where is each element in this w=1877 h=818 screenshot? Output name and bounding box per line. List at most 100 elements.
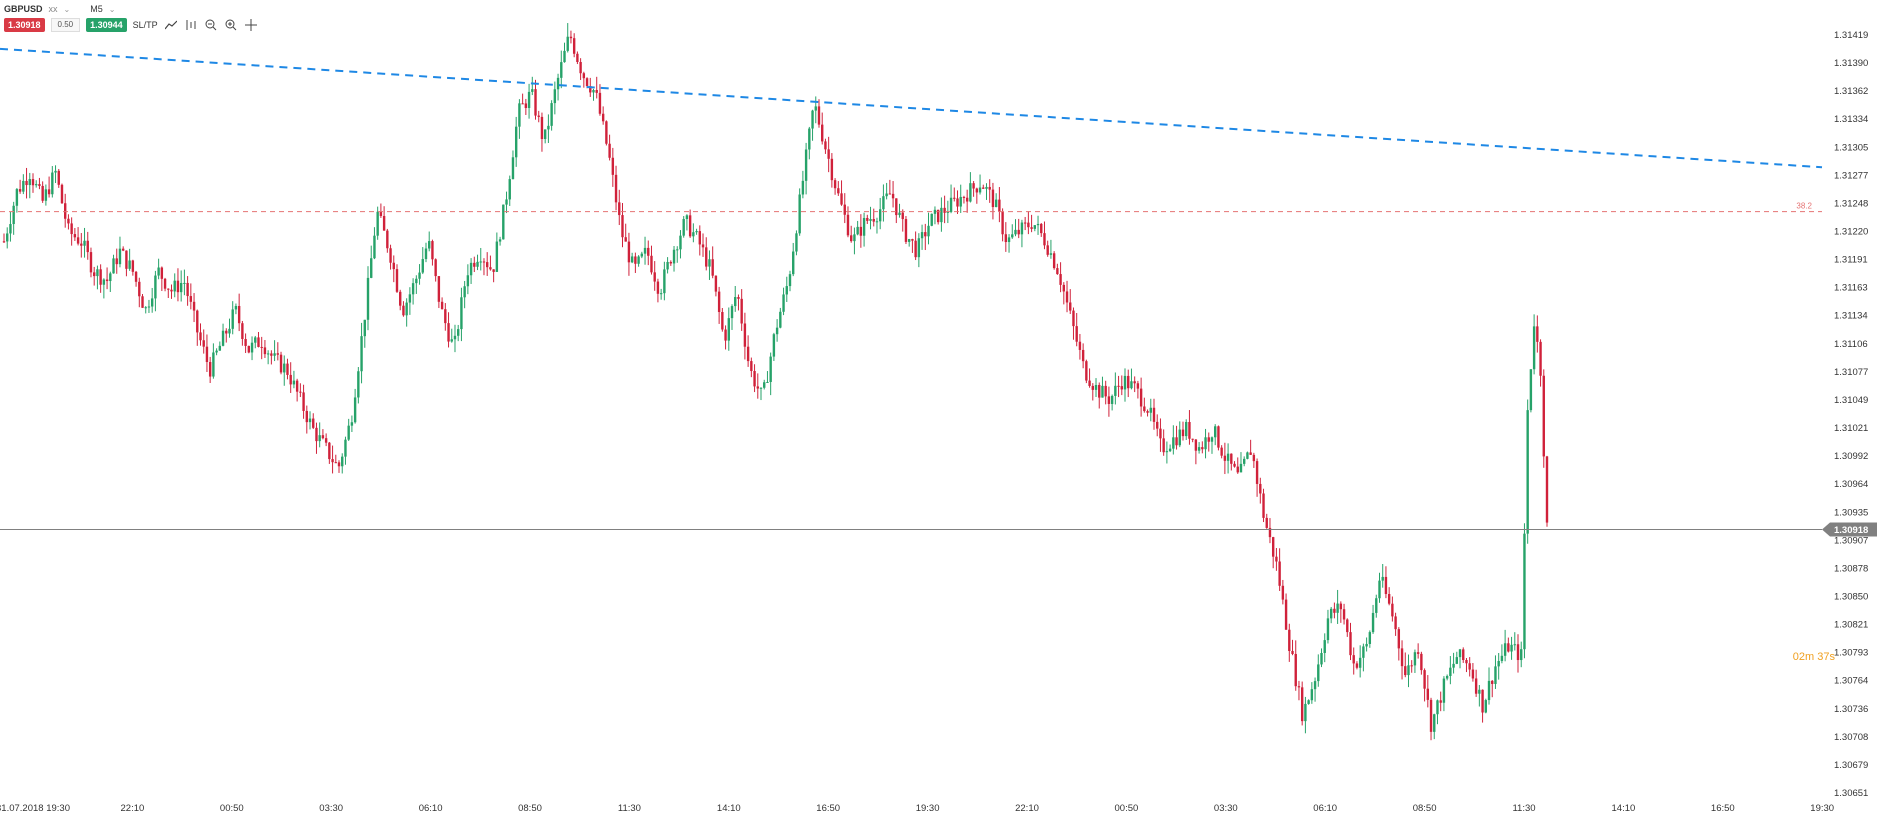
candle-body: [724, 329, 727, 341]
candle-body: [1371, 612, 1375, 633]
candle-body: [1094, 384, 1098, 390]
candle-body: [196, 310, 199, 333]
candle-body: [878, 209, 882, 222]
candle-body: [1191, 438, 1194, 440]
candle-body: [640, 253, 644, 257]
candle-body: [650, 255, 653, 273]
candle-body: [756, 386, 759, 389]
candle-body: [1365, 643, 1368, 647]
candle-body: [711, 259, 714, 276]
candle-body: [1339, 603, 1343, 610]
candle-body: [1384, 576, 1388, 594]
candle-body: [25, 180, 28, 186]
candle-body: [308, 418, 312, 423]
x-axis: 31.07.2018 19:30 22:10 00:50 03:30 06:10 08:5…: [0, 803, 1834, 814]
indicators-icon[interactable]: [184, 18, 198, 32]
candle-body: [370, 258, 373, 278]
candle-body: [44, 189, 48, 201]
buy-button[interactable]: 1.30944: [86, 18, 127, 32]
chevron-down-icon[interactable]: ⌄: [63, 4, 71, 14]
chevron-down-icon[interactable]: ⌄: [108, 4, 116, 14]
candle-body: [1117, 385, 1120, 387]
candle-body: [1017, 229, 1020, 235]
candle-body: [1252, 454, 1256, 462]
current-price-label: 1.30918: [1834, 525, 1868, 536]
candle-body: [495, 241, 499, 272]
candle-body: [1078, 341, 1082, 350]
candle-body: [772, 334, 776, 357]
y-tick-label: 1.31220: [1834, 227, 1868, 238]
candle-body: [750, 361, 753, 371]
candle-body: [28, 179, 31, 186]
candle-body: [1085, 361, 1088, 381]
x-tick-label: 19:30: [1810, 803, 1834, 814]
candle-body: [1181, 429, 1185, 437]
zoom-in-icon[interactable]: [224, 18, 238, 32]
candle-body: [572, 38, 576, 54]
candle-body: [379, 211, 383, 216]
candle-body: [1313, 681, 1317, 690]
candle-body: [514, 126, 518, 158]
candle-body: [1394, 616, 1397, 630]
candle-body: [1046, 245, 1049, 255]
candle-body: [1072, 310, 1075, 327]
candle-body: [244, 339, 247, 346]
x-tick-label: 14:10: [717, 803, 741, 814]
candle-body: [914, 240, 917, 258]
lot-size-input[interactable]: 0.50: [50, 18, 81, 32]
candle-body: [717, 291, 721, 313]
candle-body: [1139, 388, 1143, 407]
candle-body: [1420, 653, 1423, 671]
candle-body: [978, 187, 982, 193]
candle-body: [814, 106, 817, 111]
candle-body: [360, 336, 363, 372]
candle-body: [347, 425, 350, 440]
sell-button[interactable]: 1.30918: [4, 18, 45, 32]
candle-body: [543, 129, 547, 139]
y-tick-label: 1.30850: [1834, 591, 1868, 602]
candle-body: [1059, 274, 1062, 285]
candle-body: [1168, 448, 1172, 452]
candle-body: [99, 269, 102, 285]
candle-body: [727, 318, 730, 341]
candle-body: [163, 278, 167, 289]
candle-body: [1468, 663, 1471, 670]
candle-body: [150, 298, 154, 307]
timeframe-select[interactable]: M5: [90, 4, 103, 14]
candle-body: [1481, 689, 1484, 713]
candle-body: [1165, 451, 1169, 453]
candle-body: [1539, 341, 1542, 376]
candle-body: [341, 456, 344, 467]
crosshair-icon[interactable]: [244, 18, 258, 32]
candle-body: [215, 350, 218, 353]
zoom-out-icon[interactable]: [204, 18, 218, 32]
candle-body: [817, 106, 821, 125]
candle-body: [283, 363, 286, 373]
candle-body: [949, 197, 953, 212]
chart-toolbar: GBPUSD xx ⌄ M5 ⌄ 1.30918 0.50 1.30944 SL…: [0, 0, 1820, 34]
symbol-name[interactable]: GBPUSD: [4, 4, 43, 14]
candle-body: [505, 199, 508, 205]
candle-body: [540, 116, 544, 139]
candle-body: [679, 235, 682, 250]
candle-body: [1036, 223, 1040, 226]
candle-body: [469, 262, 473, 276]
candle-body: [76, 237, 80, 244]
candle-body: [714, 275, 718, 292]
candle-body: [1030, 227, 1033, 229]
candle-body: [157, 267, 160, 276]
candle-body: [1378, 580, 1381, 599]
candle-body: [295, 380, 299, 392]
candle-body: [357, 371, 360, 398]
candle-body: [653, 272, 656, 282]
sltp-button[interactable]: SL/TP: [132, 20, 158, 30]
candle-body: [898, 212, 901, 216]
candle-body: [1246, 452, 1249, 459]
candle-body: [1062, 284, 1066, 292]
candle-body: [1242, 458, 1246, 464]
candle-body: [428, 241, 431, 249]
line-chart-icon[interactable]: [164, 18, 178, 32]
candle-body: [1317, 664, 1320, 682]
candle-body: [228, 328, 231, 334]
